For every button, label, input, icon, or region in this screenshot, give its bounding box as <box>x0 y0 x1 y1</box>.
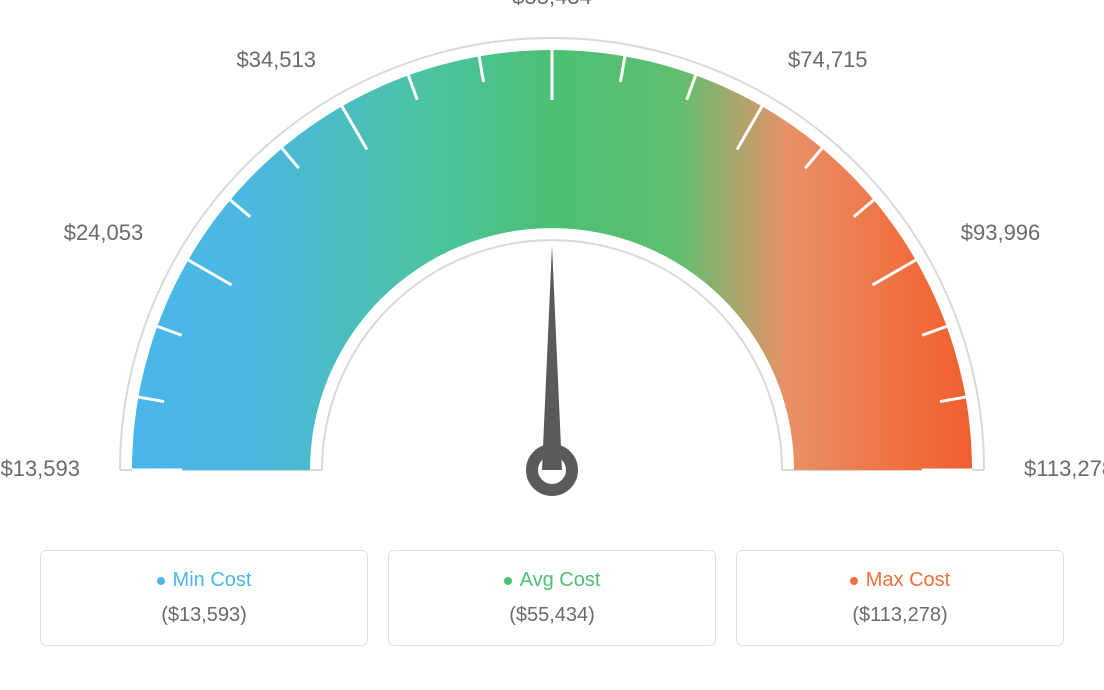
legend-label-avg: Avg Cost <box>504 569 601 592</box>
dot-icon <box>850 577 858 585</box>
legend-card-min: Min Cost ($13,593) <box>40 550 368 646</box>
legend-row: Min Cost ($13,593) Avg Cost ($55,434) Ma… <box>0 550 1104 646</box>
legend-value-avg: ($55,434) <box>399 604 705 627</box>
gauge-svg: $13,593 $24,053 $34,513 $55,434 $74,715 $93,9… <box>0 0 1104 540</box>
gauge-chart: $13,593 $24,053 $34,513 $55,434 $74,715 $93,9… <box>0 0 1104 540</box>
legend-value-max: ($113,278) <box>747 604 1053 627</box>
legend-label-min: Min Cost <box>157 569 252 592</box>
svg-text:$34,513: $34,513 <box>236 47 316 72</box>
svg-text:$93,996: $93,996 <box>961 220 1041 245</box>
legend-card-max: Max Cost ($113,278) <box>736 550 1064 646</box>
svg-text:$55,434: $55,434 <box>512 0 592 9</box>
svg-text:$24,053: $24,053 <box>64 220 144 245</box>
legend-label-text: Max Cost <box>866 569 950 592</box>
dot-icon <box>504 577 512 585</box>
svg-text:$13,593: $13,593 <box>0 456 80 481</box>
legend-value-min: ($13,593) <box>51 604 357 627</box>
legend-label-text: Min Cost <box>173 569 252 592</box>
svg-text:$113,278: $113,278 <box>1024 456 1104 481</box>
svg-text:$74,715: $74,715 <box>788 47 868 72</box>
dot-icon <box>157 577 165 585</box>
legend-card-avg: Avg Cost ($55,434) <box>388 550 716 646</box>
legend-label-text: Avg Cost <box>520 569 601 592</box>
legend-label-max: Max Cost <box>850 569 950 592</box>
